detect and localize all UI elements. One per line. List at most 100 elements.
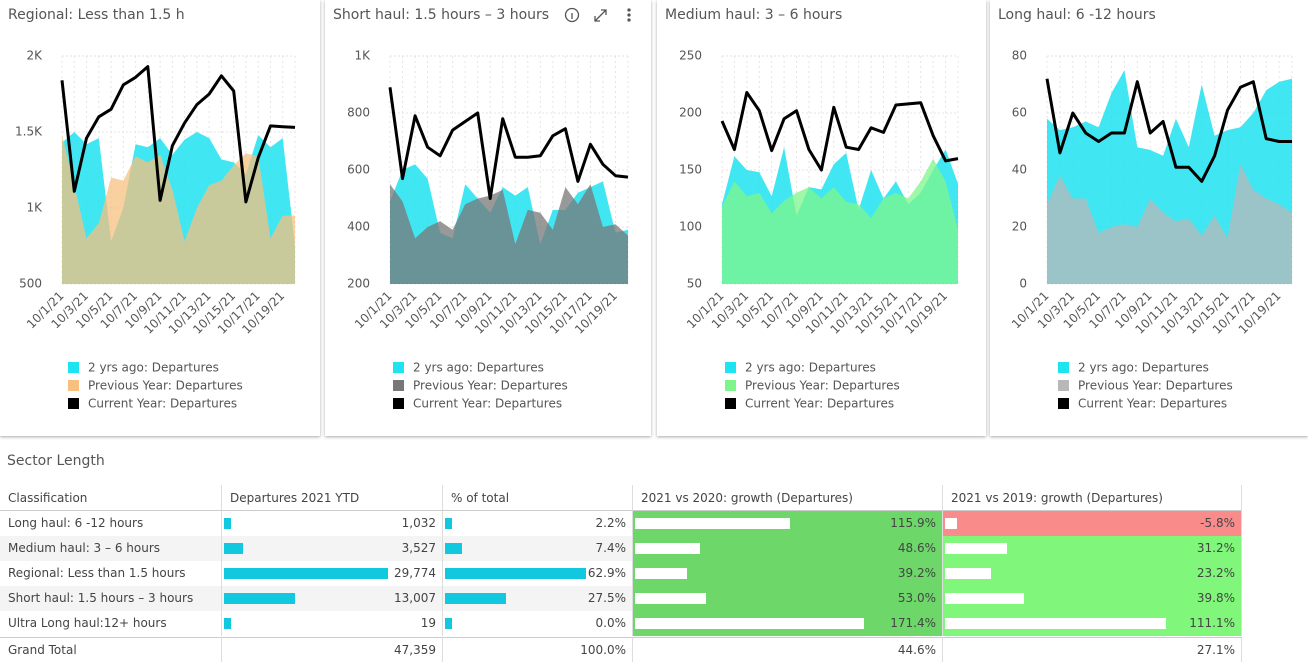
cell-text: 62.9% xyxy=(587,566,626,580)
cell-bar xyxy=(224,593,296,604)
cell-text: % of total xyxy=(451,491,510,505)
cell-text: 23.2% xyxy=(1196,566,1235,580)
y-tick-label: 100 xyxy=(679,220,702,234)
legend-swatch xyxy=(725,362,736,373)
cell: 7.4% xyxy=(443,536,633,561)
y-tick-label: 800 xyxy=(347,106,370,120)
cell: 53.0% xyxy=(633,586,943,611)
cell: 19 xyxy=(222,611,443,636)
area xyxy=(390,184,628,284)
y-tick-label: 40 xyxy=(1012,163,1027,177)
legend-label: 2 yrs ago: Departures xyxy=(1078,361,1209,375)
y-tick-label: 1K xyxy=(26,201,43,215)
y-tick-label: 60 xyxy=(1012,106,1027,120)
line xyxy=(1045,78,1292,183)
y-tick-label: 1K xyxy=(354,49,371,63)
y-tick-label: 50 xyxy=(687,277,702,291)
cell: 171.4% xyxy=(633,611,943,636)
cell-text: 0.0% xyxy=(595,616,627,630)
cell-bar xyxy=(224,568,388,579)
cell: 48.6% xyxy=(633,536,943,561)
cell-text: 31.2% xyxy=(1196,541,1235,555)
cell-text: 27.5% xyxy=(587,591,626,605)
cell-text: 3,527 xyxy=(401,541,436,555)
cell-bar xyxy=(945,543,1008,554)
cell-text: 39.8% xyxy=(1196,591,1235,605)
cell-bar xyxy=(445,543,462,554)
info-icon[interactable] xyxy=(564,7,580,23)
row-label: Long haul: 6 -12 hours xyxy=(0,511,222,536)
y-tick-label: 0 xyxy=(1019,277,1027,291)
cell-bar xyxy=(445,618,452,629)
legend-swatch xyxy=(68,398,79,409)
total-cell: 100.0% xyxy=(443,637,633,662)
line xyxy=(720,91,959,172)
y-tick-label: 200 xyxy=(347,277,370,291)
column-header[interactable]: Classification xyxy=(0,485,222,511)
cell: 13,007 xyxy=(222,586,443,611)
cell-text: 115.9% xyxy=(890,516,936,530)
y-tick-label: 250 xyxy=(679,49,702,63)
chart-title: Regional: Less than 1.5 h xyxy=(8,7,185,23)
legend-label: Current Year: Departures xyxy=(88,397,237,411)
cell-text: 7.4% xyxy=(595,541,627,555)
line xyxy=(60,65,296,204)
expand-icon[interactable] xyxy=(594,9,607,22)
cell: 29,774 xyxy=(222,561,443,586)
chart-title: Medium haul: 3 – 6 hours xyxy=(665,7,842,23)
cell-bar xyxy=(945,568,992,579)
total-cell: 47,359 xyxy=(222,637,443,662)
row-label: Regional: Less than 1.5 hours xyxy=(0,561,222,586)
cell-text: Ultra Long haul:12+ hours xyxy=(8,616,167,630)
menu-icon[interactable] xyxy=(627,8,631,12)
column-header[interactable]: Departures 2021 YTD xyxy=(222,485,443,511)
column-header[interactable]: 2021 vs 2019: growth (Departures) xyxy=(943,485,1242,511)
total-cell: 27.1% xyxy=(943,637,1242,662)
menu-dot xyxy=(627,13,631,17)
legend-swatch xyxy=(68,362,79,373)
legend-swatch xyxy=(393,398,404,409)
column-header[interactable]: % of total xyxy=(443,485,633,511)
cell-text: 100.0% xyxy=(580,643,626,657)
cell-bar xyxy=(945,593,1025,604)
row-label: Short haul: 1.5 hours – 3 hours xyxy=(0,586,222,611)
column-header[interactable]: 2021 vs 2020: growth (Departures) xyxy=(633,485,943,511)
y-tick-label: 2K xyxy=(26,49,43,63)
cell-text: Classification xyxy=(8,491,88,505)
cell-bar xyxy=(635,543,701,554)
cell-text: 13,007 xyxy=(394,591,436,605)
cell: -5.8% xyxy=(943,511,1242,536)
cell-text: 27.1% xyxy=(1196,643,1235,657)
cell: 62.9% xyxy=(443,561,633,586)
cell-bar xyxy=(635,568,688,579)
cell-text: 53.0% xyxy=(897,591,936,605)
cell: 23.2% xyxy=(943,561,1242,586)
charts: Regional: Less than 1.5 h5001K1.5K2K10/1… xyxy=(8,7,1293,411)
cell: 1,032 xyxy=(222,511,443,536)
cell-text: 29,774 xyxy=(394,566,436,580)
legend-label: Current Year: Departures xyxy=(413,397,562,411)
legend-swatch xyxy=(725,398,736,409)
cell: 31.2% xyxy=(943,536,1242,561)
y-tick-label: 20 xyxy=(1012,220,1027,234)
legend-swatch xyxy=(1058,362,1069,373)
cell-text: Medium haul: 3 – 6 hours xyxy=(8,541,161,555)
cell-bar xyxy=(635,593,706,604)
chart-title: Long haul: 6 -12 hours xyxy=(998,7,1156,23)
cell-text: 2021 vs 2019: growth (Departures) xyxy=(951,491,1163,505)
legend-swatch xyxy=(1058,398,1069,409)
cell-text: Long haul: 6 -12 hours xyxy=(8,516,144,530)
legend-label: 2 yrs ago: Departures xyxy=(88,361,219,375)
legend-swatch xyxy=(1058,380,1069,391)
legend-label: Previous Year: Departures xyxy=(413,379,568,393)
cell: 2.2% xyxy=(443,511,633,536)
total-cell: Grand Total xyxy=(0,637,222,662)
panel-icons xyxy=(564,7,631,23)
legend-label: Previous Year: Departures xyxy=(1078,379,1233,393)
legend-swatch xyxy=(393,362,404,373)
cell-text: Grand Total xyxy=(8,643,77,657)
cell-text: 47,359 xyxy=(394,643,436,657)
y-tick-label: 1.5K xyxy=(15,125,43,139)
cell-bar xyxy=(224,618,231,629)
